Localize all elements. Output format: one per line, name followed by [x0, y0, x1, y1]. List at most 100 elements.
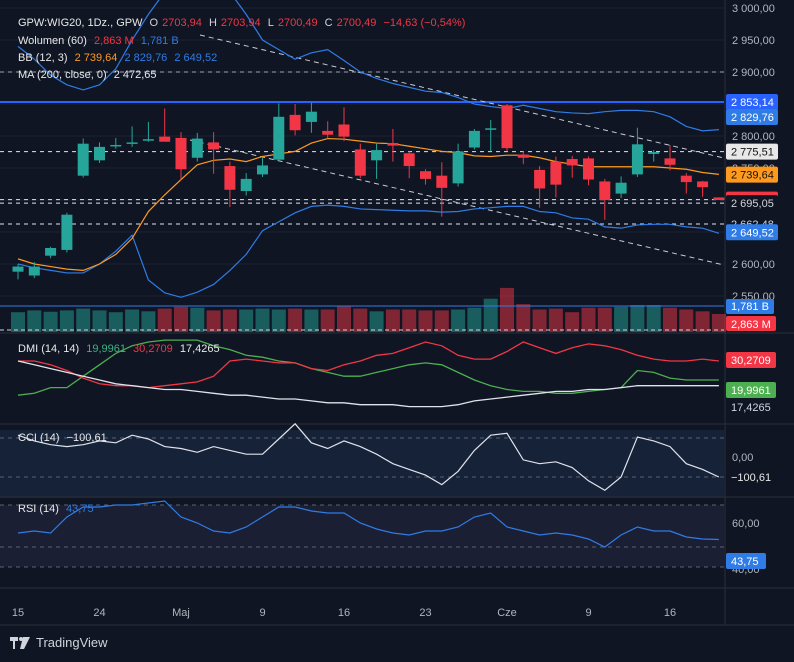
rsi-label-box	[726, 553, 766, 569]
rsi-name: RSI (14)	[18, 503, 59, 515]
bb-legend[interactable]: BB (12, 3) 2 739,64 2 829,76 2 649,52	[18, 52, 221, 64]
cci-value: −100,61	[66, 432, 107, 444]
candle-body	[61, 214, 73, 250]
candle-body	[12, 266, 24, 272]
cci-label-box	[726, 469, 776, 485]
volume-bar	[663, 307, 677, 332]
symbol-name[interactable]: GPW:WIG20, 1Dz., GPW	[18, 17, 143, 29]
volume-bar	[304, 309, 319, 332]
volume-bar	[239, 309, 254, 332]
dmi-label-box	[726, 352, 776, 368]
volume-bar	[483, 298, 498, 332]
volume-bar	[125, 309, 140, 332]
candle-body	[534, 169, 546, 189]
dmi-legend[interactable]: DMI (14, 14) 19,9961 30,2709 17,4265	[18, 343, 224, 355]
dmi-label: 19,9961	[731, 385, 771, 397]
volume-bar	[369, 311, 384, 332]
volume-legend[interactable]: Wolumen (60) 2,863 M 1,781 B	[18, 35, 183, 47]
candle-body	[208, 142, 220, 150]
dmi-pane	[17, 339, 719, 408]
ma-name: MA (200, close, 0)	[18, 69, 107, 81]
candle-body	[713, 197, 725, 200]
candle-body	[159, 136, 171, 142]
volume-bar	[597, 307, 612, 332]
volume-name: Wolumen (60)	[18, 35, 87, 47]
low-value: 2700,49	[277, 17, 318, 29]
volume-bar	[255, 308, 270, 332]
rsi-value: 43,75	[66, 503, 94, 515]
ma-legend[interactable]: MA (200, close, 0) 2 472,65	[18, 69, 161, 81]
volume-bar	[174, 306, 188, 332]
y-tick-label: 2 800,00	[732, 131, 775, 143]
x-tick-label: 16	[664, 607, 676, 619]
volume-bar	[320, 309, 335, 332]
close-label: C	[324, 17, 333, 29]
volume-bar	[76, 308, 91, 332]
candle-body	[664, 158, 676, 165]
cci-pane	[0, 422, 724, 492]
dmi-label-box	[726, 399, 776, 415]
volume-bar	[353, 308, 368, 332]
price-label: 2 775,51	[731, 147, 774, 159]
volume-bar	[695, 311, 710, 332]
candle-body	[615, 182, 627, 194]
volume-bar	[190, 307, 205, 332]
ma-value: 2 472,65	[113, 69, 157, 81]
volume-bar	[11, 312, 25, 332]
candle-body	[191, 138, 203, 158]
high-label: H	[208, 17, 217, 29]
change-value: −14,63 (−0,54%)	[383, 17, 466, 29]
volume-bar	[614, 306, 629, 332]
price-label-box	[726, 195, 778, 212]
volume-bar	[141, 311, 156, 332]
volume-bar	[271, 309, 286, 332]
bb-lower-line	[17, 204, 720, 298]
cci-tick-label: 0,00	[732, 452, 753, 464]
price-label: 2 853,14	[731, 97, 774, 109]
price-label-box	[726, 166, 778, 183]
rsi-legend[interactable]: RSI (14) 43,75	[18, 503, 98, 515]
candle-body	[257, 165, 268, 175]
candle-body	[94, 146, 105, 161]
volume-label: 2,863 M	[731, 319, 771, 331]
price-label-box	[726, 224, 778, 241]
volume-bar	[516, 304, 531, 332]
high-value: 2703,94	[220, 17, 261, 29]
candle-body	[583, 158, 594, 180]
volume-label: 1,781 B	[731, 301, 769, 313]
candle-body	[485, 128, 497, 130]
price-label: 2 649,52	[731, 227, 774, 239]
candle-body	[28, 266, 40, 276]
tradingview-logo[interactable]: TradingView	[10, 635, 108, 650]
dmi-adx-value: 17,4265	[179, 343, 220, 355]
volume-bar	[402, 309, 417, 332]
bb-upper-value: 2 829,76	[124, 52, 168, 64]
y-tick-label: 3 000,00	[732, 3, 775, 15]
volume-bar	[532, 309, 547, 332]
volume-bar	[337, 305, 351, 332]
volume-bar	[222, 309, 237, 332]
tradingview-logo-icon	[10, 636, 30, 649]
volume-bar	[679, 309, 694, 332]
rsi-tick-label: 60,00	[732, 518, 760, 530]
cci-legend[interactable]: CCI (14) −100,61	[18, 432, 111, 444]
rsi-line	[17, 500, 719, 548]
candle-body	[77, 143, 89, 176]
volume-bar	[548, 308, 563, 332]
volume-bar	[385, 309, 400, 332]
x-tick-label: 16	[338, 607, 350, 619]
price-label: 2 695,05	[731, 198, 774, 210]
volume-label-box	[726, 316, 776, 331]
candle-body	[371, 150, 383, 161]
price-label: 2 829,76	[731, 112, 774, 124]
bb-upper-line	[17, 0, 719, 132]
volume-value-1: 2,863 M	[93, 35, 134, 47]
candle-body	[403, 153, 415, 167]
candle-body	[45, 248, 57, 256]
volume-label-box	[726, 299, 774, 314]
x-tick-label: 15	[12, 607, 24, 619]
candle-body	[697, 181, 709, 188]
candle-body	[240, 178, 252, 192]
